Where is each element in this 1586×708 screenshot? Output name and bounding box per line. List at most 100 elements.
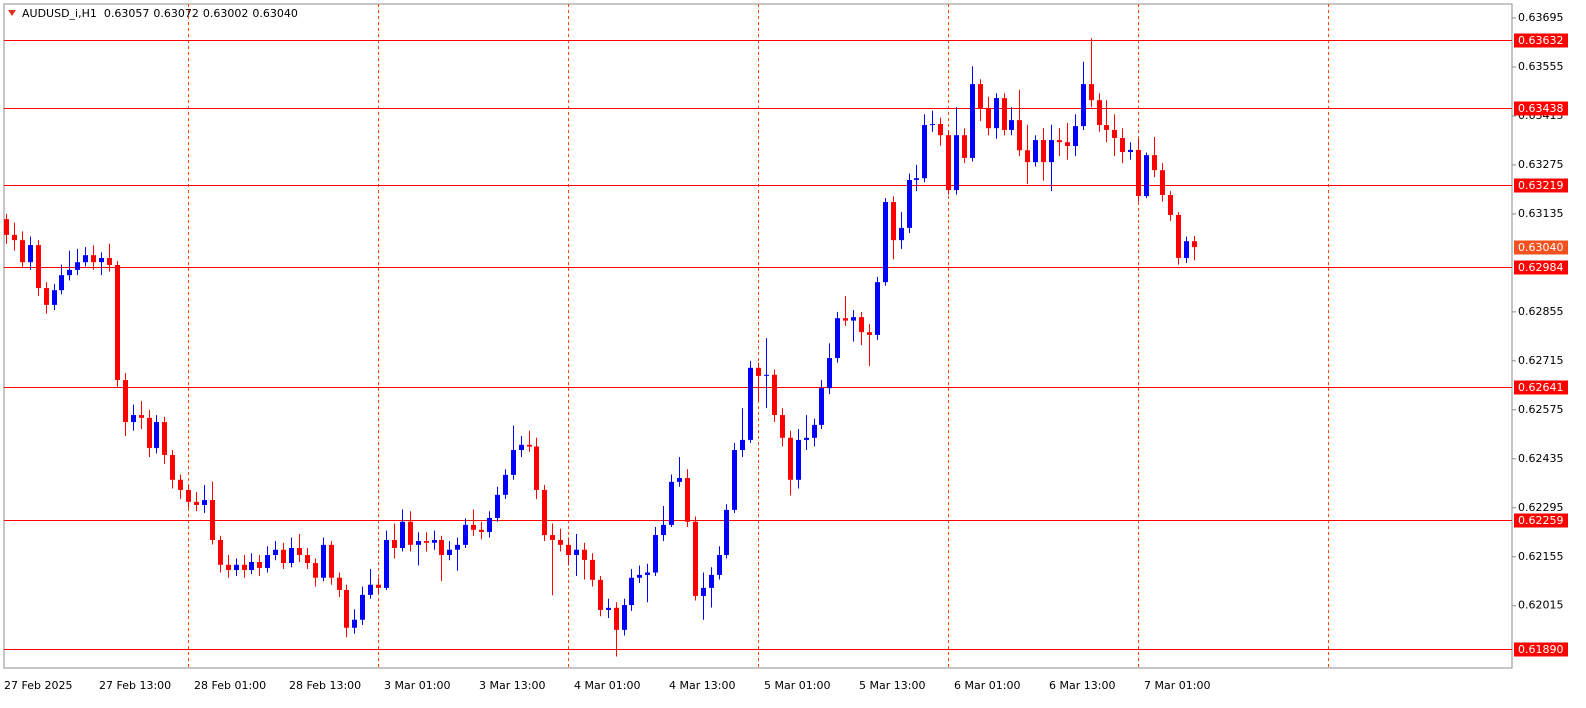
- candle-body: [1144, 155, 1149, 197]
- candle-body: [1152, 155, 1157, 171]
- candle-body: [1041, 140, 1046, 163]
- level-label: 0.62984: [1518, 261, 1564, 274]
- candle-body: [1097, 100, 1102, 126]
- x-tick-label: 5 Mar 13:00: [859, 679, 925, 692]
- x-tick-label: 7 Mar 01:00: [1144, 679, 1210, 692]
- candle-body: [99, 257, 104, 263]
- candle-body: [685, 478, 690, 522]
- level-label: 0.62259: [1518, 514, 1564, 527]
- candle-body: [756, 367, 761, 376]
- candle-body: [139, 415, 144, 418]
- candle-body: [368, 584, 373, 595]
- candle-body: [693, 521, 698, 596]
- candle-body: [796, 439, 801, 480]
- candle-body: [495, 494, 500, 518]
- separators: [188, 4, 1329, 668]
- candle-body: [210, 500, 215, 540]
- candle-body: [914, 178, 919, 180]
- candle-body: [1136, 149, 1141, 197]
- axes: 0.636950.635550.634150.632750.631350.628…: [4, 11, 1568, 692]
- candle-body: [788, 437, 793, 480]
- candle-body: [249, 561, 254, 571]
- collapse-icon[interactable]: [8, 10, 16, 16]
- candle-body: [487, 517, 492, 532]
- candle-body: [329, 544, 334, 578]
- candle-body: [123, 380, 128, 423]
- candle-body: [67, 269, 72, 276]
- candle-body: [416, 541, 421, 545]
- candle-body: [558, 539, 563, 545]
- y-tick-label: 0.62435: [1518, 452, 1564, 465]
- candles: [4, 38, 1197, 657]
- candle-body: [1120, 137, 1125, 152]
- x-tick-label: 4 Mar 01:00: [574, 679, 640, 692]
- level-label-box: [1514, 260, 1568, 275]
- candle-body: [337, 577, 342, 590]
- candle-body: [954, 135, 959, 191]
- candle-body: [463, 524, 468, 545]
- x-tick-label: 27 Feb 2025: [4, 679, 72, 692]
- candle-body: [574, 549, 579, 556]
- candle-body: [827, 358, 832, 389]
- candle-body: [83, 255, 88, 263]
- level-label-box: [1514, 380, 1568, 395]
- candle-body: [1128, 149, 1133, 152]
- candle-body: [1160, 170, 1165, 196]
- candle-body: [986, 108, 991, 129]
- candle-body: [922, 125, 927, 179]
- candle-body: [812, 424, 817, 438]
- candle-body: [962, 135, 967, 158]
- candle-body: [408, 521, 413, 545]
- current-price-box: [1514, 240, 1568, 255]
- candle-body: [273, 549, 278, 556]
- candle-body: [534, 446, 539, 490]
- candle-body: [606, 607, 611, 610]
- level-label-box: [1514, 33, 1568, 48]
- candle-body: [131, 415, 136, 423]
- candle-body: [677, 478, 682, 482]
- candle-body: [107, 257, 112, 265]
- candle-body: [1002, 98, 1007, 130]
- candle-body: [1025, 150, 1030, 163]
- candle-body: [1104, 125, 1109, 130]
- candle-body: [542, 489, 547, 536]
- candle-body: [772, 374, 777, 416]
- candle-body: [859, 317, 864, 333]
- candle-body: [614, 607, 619, 630]
- y-tick-label: 0.62015: [1518, 599, 1564, 612]
- candle-body: [590, 559, 595, 580]
- candle-body: [257, 561, 262, 568]
- candle-body: [4, 219, 9, 235]
- candle-body: [503, 474, 508, 495]
- candle-body: [835, 318, 840, 359]
- candle-body: [91, 255, 96, 263]
- candle-body: [748, 367, 753, 440]
- candle-body: [1017, 120, 1022, 151]
- y-tick-label: 0.62155: [1518, 550, 1564, 563]
- x-tick-label: 28 Feb 13:00: [289, 679, 361, 692]
- candle-body: [883, 202, 888, 283]
- candle-body: [313, 563, 318, 578]
- candle-body: [1057, 140, 1062, 143]
- candle-body: [527, 444, 532, 447]
- candle-body: [661, 524, 666, 536]
- y-tick-label: 0.63275: [1518, 158, 1564, 171]
- y-tick-label: 0.63555: [1518, 60, 1564, 73]
- candle-body: [1168, 195, 1173, 215]
- level-label-box: [1514, 513, 1568, 528]
- level-label-box: [1514, 178, 1568, 193]
- candle-body: [764, 374, 769, 376]
- current-price-label: 0.63040: [1518, 241, 1564, 254]
- candle-body: [226, 564, 231, 571]
- x-tick-label: 27 Feb 13:00: [99, 679, 171, 692]
- candle-body: [550, 535, 555, 540]
- candle-body: [321, 544, 326, 578]
- x-tick-label: 6 Mar 01:00: [954, 679, 1020, 692]
- candle-body: [740, 439, 745, 451]
- candle-body: [344, 589, 349, 628]
- candle-body: [669, 481, 674, 525]
- candle-body: [1192, 241, 1197, 248]
- candle-body: [1184, 241, 1189, 258]
- candle-body: [447, 549, 452, 556]
